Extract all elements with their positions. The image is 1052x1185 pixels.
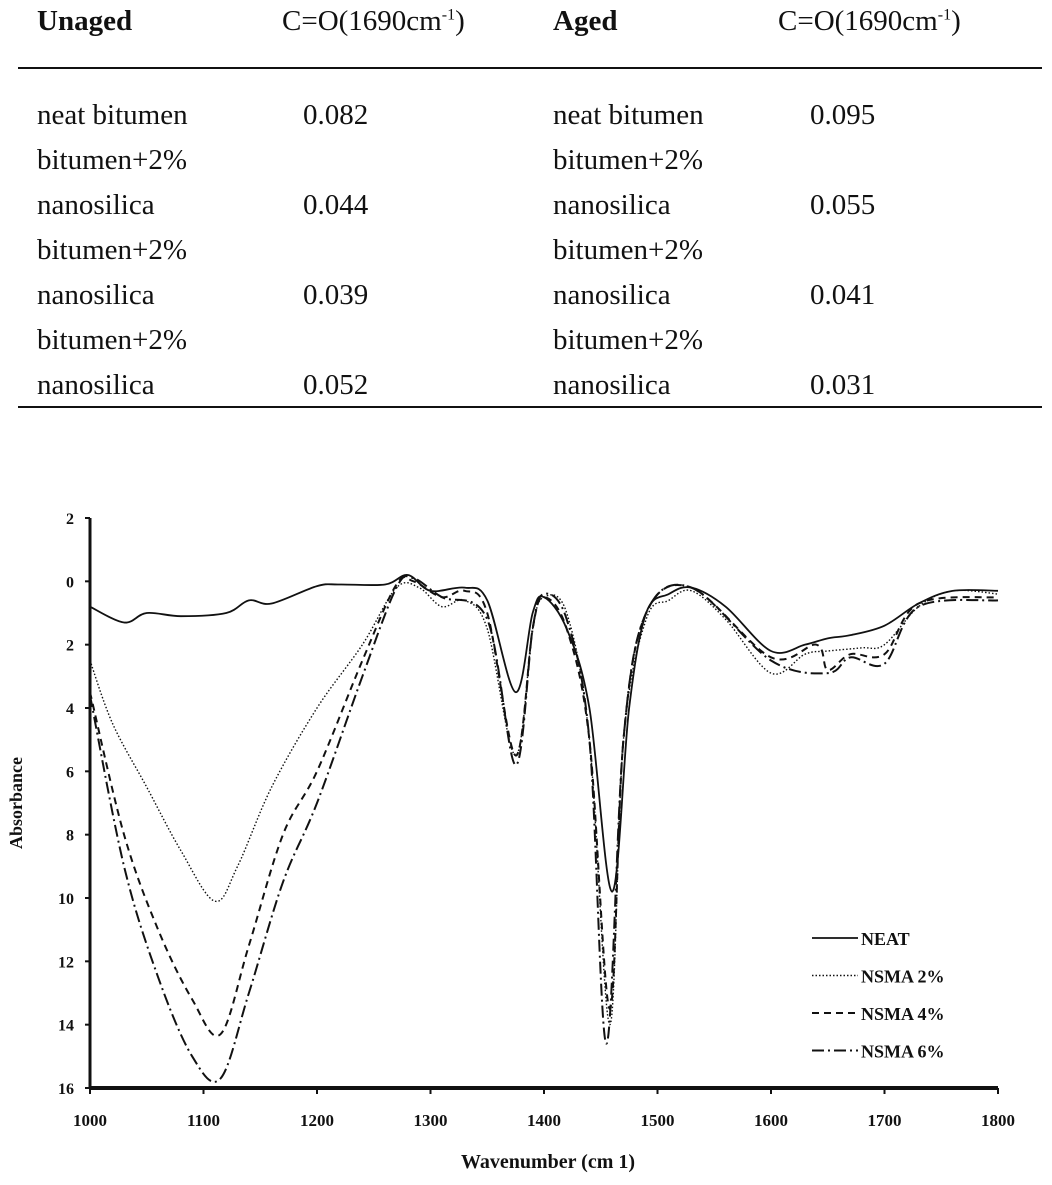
table-cell-unaged-value: 0.082 [303, 99, 369, 131]
y-tick-label: 8 [66, 828, 74, 845]
header-unaged-co: C=O(1690cm-1) [282, 5, 465, 37]
x-tick-label: 1500 [641, 1111, 675, 1130]
x-tick-label: 1000 [73, 1111, 107, 1130]
table-bottom-rule [18, 406, 1042, 408]
x-tick-label: 1300 [414, 1111, 448, 1130]
y-tick-label: 10 [58, 891, 74, 908]
header-aged: Aged [553, 5, 618, 37]
table-cell-aged-value: 0.041 [810, 279, 876, 311]
y-tick-label: 6 [66, 764, 74, 781]
legend-label: NSMA 2% [861, 967, 945, 987]
table-cell-unaged-label: bitumen+2% nanosilica [37, 144, 188, 221]
x-tick-label: 1400 [527, 1111, 561, 1130]
y-tick-label: 2 [66, 638, 74, 655]
table-cell-aged-value: 0.095 [810, 99, 876, 131]
table-cell-aged-value: 0.055 [810, 189, 876, 221]
series-line-1 [89, 581, 999, 1026]
y-axis-label: Absorbance [6, 757, 26, 849]
table-cell-unaged-label: bitumen+2% nanosilica [37, 324, 188, 401]
legend-label: NEAT [861, 929, 910, 949]
table-cell-unaged-label: bitumen+2% nanosilica [37, 234, 188, 311]
table-cell-aged-label: bitumen+2% nanosilica [553, 234, 704, 311]
x-axis-label: Wavenumber (cm 1) [461, 1151, 635, 1173]
y-tick-label: 16 [58, 1081, 74, 1098]
y-tick-label: 4 [66, 701, 74, 718]
table-cell-aged-value: 0.031 [810, 369, 876, 401]
series-line-0 [89, 574, 999, 893]
series-line-2 [89, 576, 999, 1037]
legend-label: NSMA 6% [861, 1042, 945, 1062]
x-tick-label: 1700 [868, 1111, 902, 1130]
y-tick-label: 2 [66, 511, 74, 528]
header-unaged: Unaged [37, 5, 133, 37]
table-cell-unaged-value: 0.039 [303, 279, 369, 311]
table-cell-unaged-value: 0.052 [303, 369, 369, 401]
legend-label: NSMA 4% [861, 1004, 945, 1024]
y-tick-label: 12 [58, 954, 74, 971]
x-tick-label: 1100 [187, 1111, 220, 1130]
x-tick-label: 1800 [981, 1111, 1015, 1130]
table-cell-unaged-label: neat bitumen [37, 99, 188, 131]
table-top-rule [18, 67, 1042, 69]
x-tick-label: 1600 [754, 1111, 788, 1130]
y-tick-label: 14 [58, 1018, 74, 1035]
x-tick-label: 1200 [300, 1111, 334, 1130]
table-cell-aged-label: bitumen+2% nanosilica [553, 144, 704, 221]
table-cell-unaged-value: 0.044 [303, 189, 369, 221]
y-tick-label: 0 [66, 574, 74, 591]
table-cell-aged-label: neat bitumen [553, 99, 704, 131]
header-aged-co: C=O(1690cm-1) [778, 5, 961, 37]
table-cell-aged-label: bitumen+2% nanosilica [553, 324, 704, 401]
